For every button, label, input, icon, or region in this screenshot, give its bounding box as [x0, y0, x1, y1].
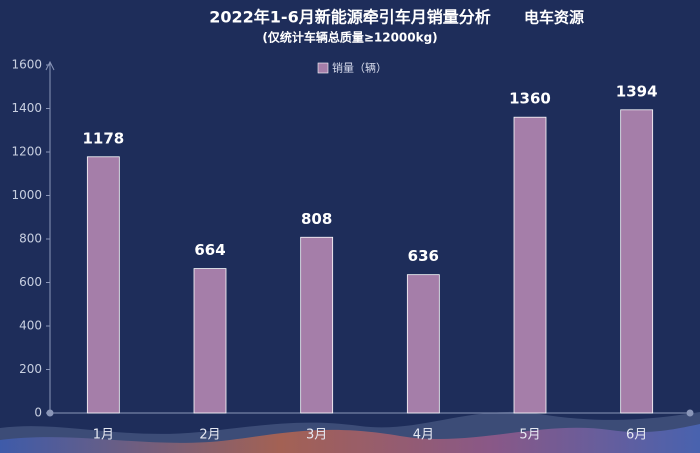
y-tick-label: 200: [19, 362, 42, 376]
x-tick-label: 1月: [93, 428, 114, 443]
chart-subtitle: (仅统计车辆总质量≥12000kg): [262, 30, 437, 45]
bar: [406, 274, 440, 414]
y-tick-label: 1000: [11, 188, 42, 202]
legend-label: 销量（辆）: [332, 61, 387, 75]
x-tick-label: 6月: [626, 428, 647, 443]
data-label: 664: [194, 241, 225, 259]
legend-swatch: [317, 62, 329, 74]
data-label: 1178: [82, 129, 124, 147]
brand: 电车资源: [524, 9, 584, 27]
bar: [620, 109, 654, 414]
y-tick-label: 1400: [11, 101, 42, 115]
bar: [193, 268, 227, 414]
data-label: 1394: [616, 82, 658, 100]
data-label: 636: [408, 247, 439, 265]
x-tick-label: 4月: [413, 428, 434, 443]
y-tick-label: 400: [19, 319, 42, 333]
axis-dot: [686, 409, 694, 417]
y-tick-label: 0: [34, 406, 42, 420]
bar: [300, 236, 334, 414]
decor-waves: [0, 411, 700, 453]
x-tick-label: 2月: [199, 428, 220, 443]
y-tick-label: 600: [19, 275, 42, 289]
y-axis-arrow: [45, 60, 55, 71]
chart-title: 2022年1-6月新能源牵引车月销量分析: [209, 8, 490, 27]
x-tick-label: 5月: [519, 428, 540, 443]
data-label: 1360: [509, 90, 551, 108]
x-tick-label: 3月: [306, 428, 327, 443]
bar: [86, 156, 120, 414]
data-label: 808: [301, 210, 332, 228]
y-tick-label: 1200: [11, 145, 42, 159]
y-tick-label: 1600: [11, 58, 42, 72]
bar: [513, 116, 547, 414]
y-tick-label: 800: [19, 232, 42, 246]
